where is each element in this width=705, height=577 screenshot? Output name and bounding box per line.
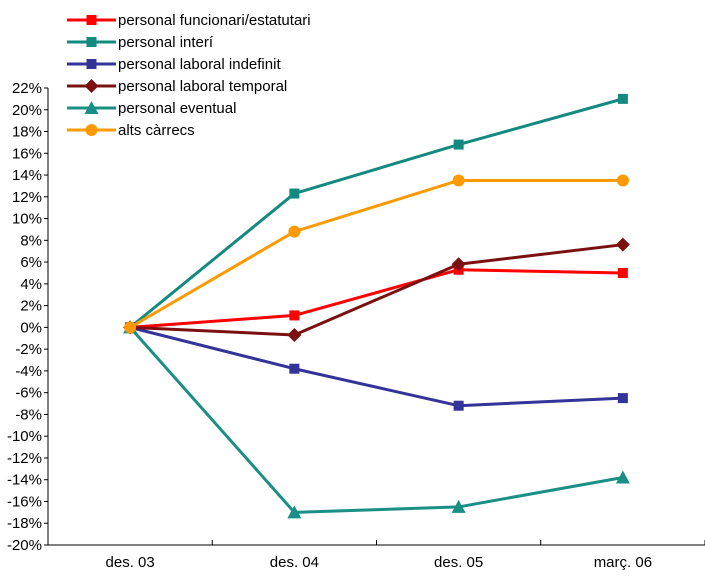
series-line [129, 325, 623, 408]
x-tick-label: des. 03 [106, 554, 155, 571]
data-point [453, 139, 464, 150]
data-point [451, 257, 466, 272]
series-line [129, 326, 624, 514]
legend-marker [85, 124, 98, 136]
data-point [616, 174, 629, 187]
legend-item: personal interí [67, 34, 214, 51]
y-tick-label: 12% [12, 189, 42, 206]
data-point [451, 499, 466, 513]
series-4 [123, 320, 630, 519]
y-tick-label: -2% [15, 341, 42, 358]
series-lines [123, 93, 630, 519]
y-tick-label: -8% [15, 406, 42, 423]
series-line [130, 243, 624, 337]
data-point [124, 321, 137, 334]
y-tick-label: 2% [20, 298, 42, 315]
data-point [453, 400, 464, 411]
y-tick-label: 6% [20, 254, 42, 271]
legend-item: personal funcionari/estatutari [67, 12, 311, 29]
legend-item: personal eventual [67, 100, 236, 117]
data-point [287, 505, 302, 519]
y-tick-label: 20% [12, 102, 42, 119]
y-tick-label: -16% [7, 493, 42, 510]
y-tick-label: -4% [15, 363, 42, 380]
legend-marker [86, 37, 97, 47]
y-tick-label: -6% [15, 385, 42, 402]
data-point [289, 363, 300, 374]
data-point [287, 327, 302, 342]
data-point [617, 93, 628, 104]
series-3 [123, 237, 630, 342]
legend-marker [86, 59, 97, 69]
legend-label: personal eventual [118, 100, 236, 117]
legend-item: alts càrrecs [67, 122, 195, 139]
y-tick-label: -20% [7, 537, 42, 554]
legend-label: personal laboral temporal [118, 78, 287, 95]
y-tick-label: 8% [20, 232, 42, 249]
legend-label: personal laboral indefinit [118, 56, 281, 73]
legend-label: personal funcionari/estatutari [118, 12, 311, 29]
series-line [129, 97, 624, 329]
data-point [617, 393, 628, 404]
y-tick-label: -14% [7, 472, 42, 489]
y-tick-label: 14% [12, 167, 42, 184]
x-tick-label: març. 06 [594, 554, 652, 571]
y-tick-label: 16% [12, 145, 42, 162]
data-point [288, 225, 301, 238]
series-2 [125, 322, 628, 411]
legend-item: personal laboral indefinit [67, 56, 281, 73]
y-tick-label: 0% [20, 319, 42, 336]
x-tick-label: des. 04 [270, 554, 319, 571]
legend-item: personal laboral temporal [67, 78, 287, 95]
data-point [617, 267, 628, 278]
legend-marker [86, 15, 97, 25]
legend-label: personal interí [118, 34, 214, 51]
data-point [452, 174, 465, 187]
series-line [130, 268, 623, 329]
data-point [289, 310, 300, 321]
data-point [289, 188, 300, 199]
data-point [615, 470, 630, 484]
legend: personal funcionari/estatutari personal i… [67, 12, 311, 139]
y-tick-label: 10% [12, 211, 42, 228]
legend-marker [84, 79, 99, 93]
chart-axes: -20% -18% -16% -14% -12% -10% -8% -6% -4% -2% 0% 2%… [7, 80, 705, 571]
series-1 [125, 93, 628, 333]
y-tick-label: 18% [12, 124, 42, 141]
legend-marker [84, 101, 99, 114]
y-tick-label: -10% [7, 428, 42, 445]
legend-label: alts càrrecs [118, 122, 195, 139]
series-5 [124, 174, 629, 334]
data-point [615, 237, 630, 252]
y-tick-label: 4% [20, 276, 42, 293]
y-tick-label: -12% [7, 450, 42, 467]
y-tick-label: -18% [7, 515, 42, 532]
series-line [129, 178, 623, 329]
y-tick-label: 22% [12, 80, 42, 97]
x-tick-label: des. 05 [434, 554, 483, 571]
